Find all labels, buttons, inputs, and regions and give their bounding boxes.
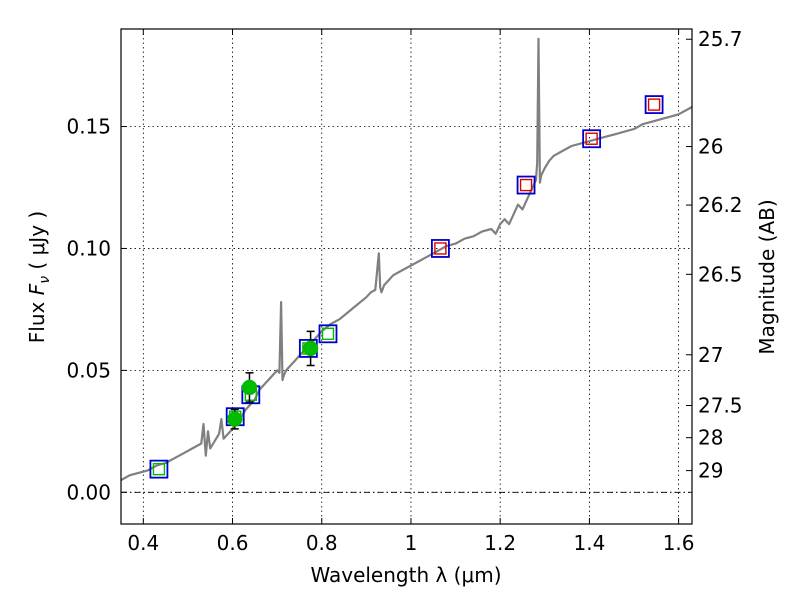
x-tick-label: 0.4 [127, 531, 159, 555]
y-axis-label-subscript: ν [37, 276, 53, 284]
y2-tick-label: 27 [698, 343, 723, 367]
y-axis-label-symbol: F [25, 283, 49, 295]
model-flux-inner-square [321, 327, 335, 341]
markers-group [149, 95, 664, 479]
photometry-point [241, 379, 258, 396]
y-tick-label: 0.15 [66, 115, 111, 139]
x-tick-label: 0.8 [306, 531, 338, 555]
y-tick-label: 0.05 [66, 358, 111, 382]
model-flux-inner-square [152, 462, 166, 476]
x-tick-label: 1.2 [484, 531, 516, 555]
spectrum-line [120, 37, 693, 482]
y-axis-label-prefix: Flux [25, 295, 49, 343]
photometry-point [302, 340, 319, 357]
y2-tick-label: 25.7 [698, 27, 743, 51]
model-flux-inner-square [585, 132, 598, 145]
plot-frame [120, 28, 693, 525]
model-flux-inner-square [434, 242, 447, 255]
y2-tick-label: 29 [698, 459, 723, 483]
model-flux-square [644, 95, 664, 114]
x-tick-label: 1.4 [573, 531, 605, 555]
y2-tick-label: 28 [698, 426, 723, 450]
x-tick-label: 1.6 [663, 531, 695, 555]
y-tick-label: 0.10 [66, 236, 111, 260]
x-tick-label: 0.6 [217, 531, 249, 555]
y2-tick-label: 26 [698, 135, 723, 159]
model-flux-square [516, 175, 536, 195]
x-axis-label: Wavelength λ (μm) [310, 563, 501, 587]
y-axis-label-suffix: ( μJy ) [25, 211, 49, 276]
model-flux-square [431, 239, 450, 258]
photometry-point [227, 411, 243, 427]
plot-background [121, 29, 692, 524]
model-flux-inner-square [519, 178, 533, 192]
model-flux-square [582, 129, 602, 149]
y-tick-label: 0.00 [66, 480, 111, 504]
spectrum-group [120, 37, 693, 482]
x-tick-label: 1 [405, 531, 418, 555]
model-flux-square [149, 459, 169, 479]
model-flux-square [318, 324, 338, 344]
ticks-group: 0.4 0.6 0.8 1 1.2 1.4 1.6 0.00 0.05 0.10 0.15 25.7 2… [66, 27, 742, 555]
y2-tick-label: 27.5 [698, 393, 743, 417]
y2-axis-label: Magnitude (AB) [755, 199, 779, 354]
model-flux-inner-square [647, 98, 661, 111]
y2-tick-label: 26.5 [698, 262, 743, 286]
y-axis-label: Flux Fν ( μJy ) [25, 211, 53, 343]
y2-tick-label: 26.2 [698, 193, 743, 217]
